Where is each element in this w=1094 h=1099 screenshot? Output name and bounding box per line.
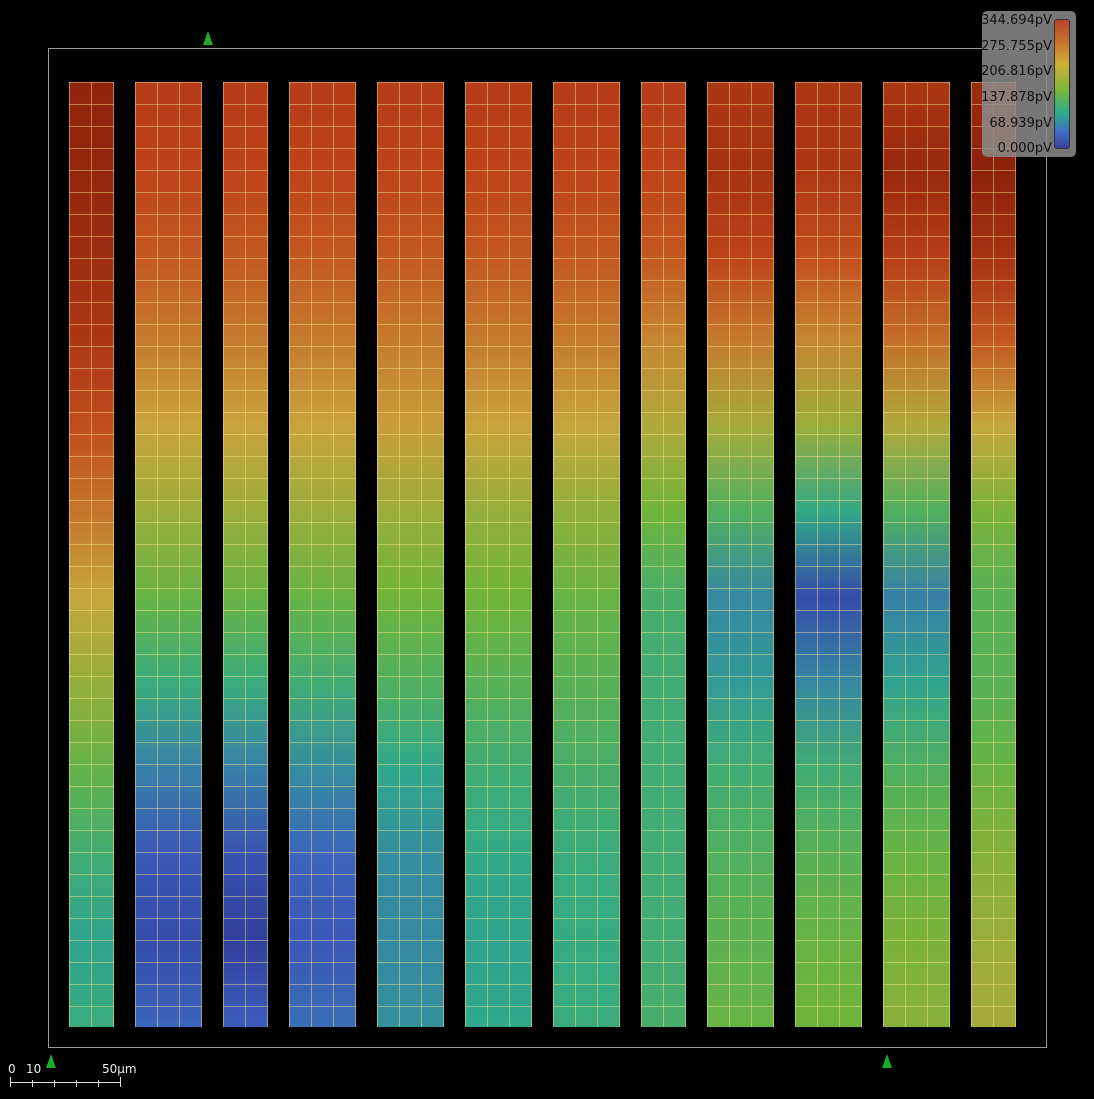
legend-label-2: 275.755pV: [981, 39, 1052, 54]
mesh-grid: [971, 82, 1016, 1027]
legend-label-4: 137.878pV: [981, 90, 1052, 105]
mesh-grid: [289, 82, 356, 1027]
heatmap-strip: [707, 82, 774, 1027]
heatmap-strip: [883, 82, 950, 1027]
scale-tick: [76, 1080, 77, 1087]
mesh-grid: [883, 82, 950, 1027]
heatmap-strip: [223, 82, 268, 1027]
scale-tick: [54, 1080, 55, 1087]
heatmap-strip: [289, 82, 356, 1027]
heatmap-strip: [641, 82, 686, 1027]
scale-tick: [120, 1077, 121, 1087]
triangle-marker-bottom-left[interactable]: [46, 1054, 56, 1068]
heatmap-strip: [377, 82, 444, 1027]
legend-label-3: 206.816pV: [981, 64, 1052, 79]
legend-label-min: 0.000pV: [997, 141, 1052, 156]
heatmap-strip: [971, 82, 1016, 1027]
scale-tick: [98, 1080, 99, 1087]
scale-tick: [10, 1077, 11, 1087]
mesh-grid: [553, 82, 620, 1027]
scale-label-fifty: 50µm: [102, 1062, 137, 1076]
legend-color-bar: [1054, 19, 1070, 149]
triangle-marker-top[interactable]: [203, 31, 213, 45]
heatmap-strip: [553, 82, 620, 1027]
mesh-grid: [377, 82, 444, 1027]
mesh-grid: [707, 82, 774, 1027]
scale-bar: 0 10 50µm: [8, 1060, 158, 1096]
scale-label-ten: 10: [26, 1062, 42, 1076]
mesh-grid: [135, 82, 202, 1027]
scale-tick: [32, 1080, 33, 1087]
heatmap-strip: [69, 82, 114, 1027]
scale-line: [10, 1082, 120, 1083]
color-legend: 344.694pV 275.755pV 206.816pV 137.878pV …: [981, 11, 1076, 157]
mesh-grid: [223, 82, 268, 1027]
mesh-grid: [465, 82, 532, 1027]
triangle-marker-bottom-right[interactable]: [882, 1054, 892, 1068]
mesh-grid: [795, 82, 862, 1027]
layout-boundary: [48, 48, 1047, 1048]
mesh-grid: [69, 82, 114, 1027]
scale-label-zero: 0: [8, 1062, 16, 1076]
legend-label-max: 344.694pV: [981, 13, 1052, 28]
heatmap-strip: [465, 82, 532, 1027]
legend-label-5: 68.939pV: [989, 116, 1052, 131]
heatmap-strip: [135, 82, 202, 1027]
mesh-grid: [641, 82, 686, 1027]
heatmap-strip: [795, 82, 862, 1027]
